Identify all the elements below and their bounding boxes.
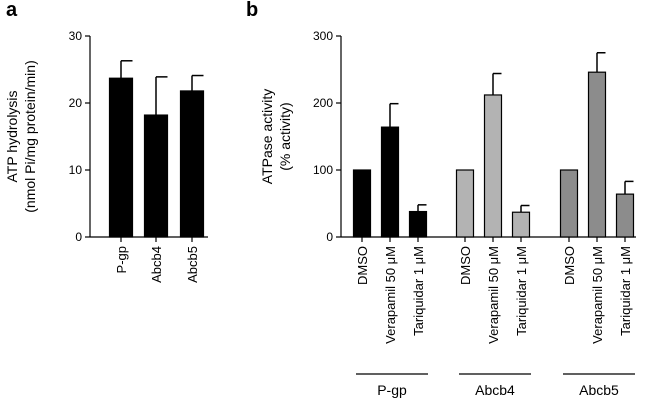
bar	[455, 169, 475, 238]
x-tick-label: Tariquidar 1 μM	[514, 246, 529, 336]
panel-b-letter: b	[246, 0, 258, 21]
y-tick-label: 0	[75, 230, 82, 244]
y-tick-label: 300	[313, 29, 333, 43]
chart-b: 0 100 200 300 ATPase activity (% activity) DMS…	[259, 29, 636, 398]
y-axis-title: (% activity)	[277, 102, 293, 170]
bar	[511, 211, 531, 238]
x-tick-label: Abcb5	[185, 246, 200, 283]
x-tick-label: DMSO	[355, 246, 370, 285]
y-tick-label: 20	[69, 96, 83, 110]
y-tick-label: 30	[69, 29, 83, 43]
bar	[483, 94, 503, 238]
y-axis-title: ATP hydrolysis	[4, 90, 20, 182]
x-tick-label: Tariquidar 1 μM	[411, 246, 426, 336]
y-axis-title: (nmol Pi/mg protein/min)	[22, 60, 38, 213]
y-tick-label: 200	[313, 96, 333, 110]
y-tick-label: 10	[69, 163, 83, 177]
y-tick-label: 0	[326, 230, 333, 244]
x-tick-label: P-gp	[114, 246, 129, 273]
group-label: Abcb5	[579, 382, 619, 398]
group-label: P-gp	[377, 382, 407, 398]
y-axis-title: ATPase activity	[259, 89, 275, 184]
bar	[352, 169, 372, 238]
x-tick-label: DMSO	[458, 246, 473, 285]
bar	[408, 210, 428, 238]
x-tick-label: Abcb4	[149, 246, 164, 283]
panel-a-letter: a	[6, 0, 18, 21]
x-tick-label: Verapamil 50 μM	[486, 246, 501, 344]
x-tick-label: Tariquidar 1 μM	[618, 246, 633, 336]
bar	[380, 126, 400, 238]
y-tick-label: 100	[313, 163, 333, 177]
x-tick-label: Verapamil 50 μM	[590, 246, 605, 344]
chart-a: 0 10 20 30 ATP hydrolysis (nmol Pi/mg protein…	[4, 29, 208, 283]
bar	[108, 77, 134, 238]
bar	[587, 71, 607, 238]
bar	[179, 90, 205, 238]
group-label: Abcb4	[475, 382, 515, 398]
x-tick-label: Verapamil 50 μM	[383, 246, 398, 344]
x-tick-label: DMSO	[562, 246, 577, 285]
bar	[143, 114, 169, 238]
bar	[615, 193, 635, 238]
bar	[559, 169, 579, 238]
